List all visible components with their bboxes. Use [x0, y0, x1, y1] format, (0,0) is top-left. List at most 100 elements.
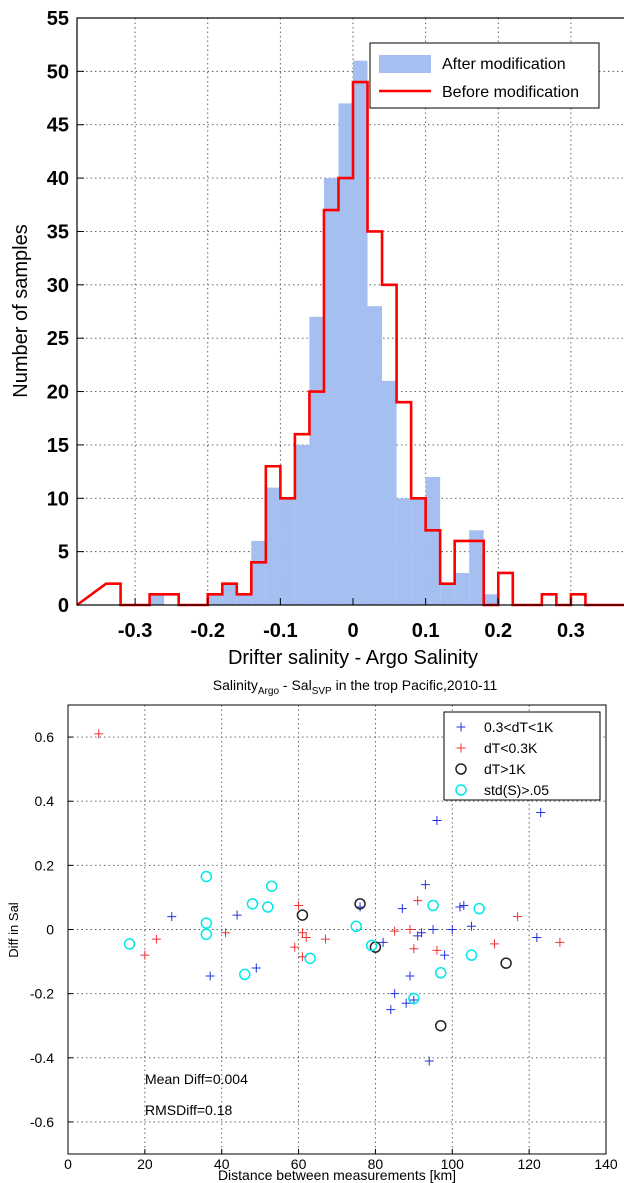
h-x-tick-label: 0.1 — [412, 620, 440, 642]
point-under-0-3k — [490, 939, 500, 949]
histogram-legend-box — [369, 42, 600, 109]
legend-swatch-after — [379, 55, 431, 73]
h-x-tick-label: -0.3 — [118, 620, 152, 642]
h-y-tick-label: 45 — [47, 115, 69, 137]
scatter-x-axis-label: Distance between measurements [km] — [218, 1167, 456, 1183]
point-under-0-3k — [513, 912, 523, 922]
bar-after — [236, 594, 252, 605]
scatter-tick-marks — [67, 736, 607, 1154]
point-over-1k — [435, 1019, 447, 1032]
scatter-y-tick-labels: 0.6 0.4 0.2 0 -0.2 -0.4 -0.6 — [30, 729, 54, 1130]
s-x-tick-label: 20 — [137, 1156, 153, 1172]
h-y-tick-label: 40 — [47, 168, 69, 190]
point-under-0-3k — [151, 934, 161, 944]
point-std-over-0-05 — [473, 902, 485, 915]
bar-after — [207, 594, 223, 605]
scatter-x-tick-labels: 0 20 40 60 80 100 120 140 — [64, 1156, 618, 1172]
s-y-tick-label: 0.4 — [35, 793, 55, 809]
bar-after — [396, 498, 412, 605]
point-under-0-3k — [294, 900, 304, 910]
bar-after — [309, 316, 324, 605]
histogram-after-bars — [149, 60, 499, 605]
point-std-over-0-05 — [365, 939, 378, 952]
legend-std-over-0-05-marker — [455, 784, 467, 796]
point-std-over-0-05 — [427, 899, 439, 912]
legend-over-1k-label: dT>1K — [484, 761, 526, 777]
histogram-chart: 0 5 10 15 20 25 30 35 40 45 50 55 -0.3 -0.2 -0.1 0 0.1 0… — [10, 8, 624, 668]
point-std-over-0-05 — [200, 917, 213, 929]
point-0-3-to-1k — [447, 925, 457, 934]
point-std-over-0-05 — [239, 968, 251, 981]
s-y-tick-label: -0.4 — [30, 1050, 54, 1066]
point-0-3-to-1k — [205, 971, 215, 981]
h-y-tick-label: 5 — [58, 542, 69, 564]
point-under-0-3k — [301, 933, 311, 943]
h-y-tick-label: 30 — [47, 275, 69, 297]
point-under-0-3k — [320, 934, 330, 944]
h-y-tick-label: 10 — [47, 488, 69, 510]
point-std-over-0-05 — [246, 898, 259, 910]
h-y-tick-label: 15 — [47, 435, 69, 457]
scatter-chart: SalinityArgo - SalSVP in the trop Pacifi… — [6, 677, 618, 1183]
s-x-tick-label: 40 — [214, 1156, 230, 1172]
point-0-3-to-1k — [420, 880, 430, 890]
legend-0-3-to-1k-label: 0.3<dT<1K — [484, 719, 554, 735]
h-x-tick-label: 0.2 — [484, 620, 512, 642]
scatter-legend-items: 0.3<dT<1K dT<0.3K dT>1K std(S)>.05 — [455, 719, 554, 798]
h-x-tick-label: -0.2 — [191, 620, 225, 642]
point-under-0-3k — [94, 729, 104, 739]
bar-after — [469, 530, 484, 605]
point-under-0-3k — [297, 928, 307, 938]
bar-after — [251, 540, 266, 605]
h-y-tick-label: 50 — [47, 61, 69, 83]
legend-label-before: Before modification — [442, 84, 579, 101]
point-std-over-0-05 — [435, 967, 447, 979]
h-y-tick-label: 35 — [47, 221, 69, 243]
bar-after — [382, 380, 397, 605]
annotation-mean-diff: Mean Diff=0.004 — [145, 1071, 248, 1087]
legend-under-0-3k-label: dT<0.3K — [484, 740, 538, 756]
bar-after — [222, 583, 237, 605]
point-0-3-to-1k — [401, 998, 411, 1008]
point-0-3-to-1k — [432, 815, 442, 825]
s-x-tick-label: 0 — [64, 1156, 72, 1172]
bar-after — [440, 583, 455, 605]
s-y-tick-label: 0.2 — [35, 857, 55, 873]
legend-std-over-0-05-label: std(S)>.05 — [484, 782, 549, 798]
h-x-tick-label: 0.3 — [557, 620, 585, 642]
histogram-x-tick-labels: -0.3 -0.2 -0.1 0 0.1 0.2 0.3 — [118, 620, 585, 642]
s-x-tick-label: 80 — [368, 1156, 384, 1172]
point-std-over-0-05 — [123, 938, 136, 950]
bar-after — [280, 498, 295, 605]
h-y-tick-label: 55 — [47, 8, 69, 30]
bar-after — [425, 476, 441, 605]
point-0-3-to-1k — [390, 989, 400, 999]
s-x-tick-label: 120 — [517, 1156, 541, 1172]
s-y-tick-label: -0.2 — [30, 986, 54, 1002]
h-x-tick-label: 0 — [347, 620, 358, 642]
point-0-3-to-1k — [417, 928, 427, 938]
histogram-tick-marks — [77, 17, 572, 606]
bar-after — [483, 594, 499, 605]
point-under-0-3k — [221, 928, 231, 938]
point-std-over-0-05 — [200, 928, 213, 941]
bar-after — [353, 60, 368, 605]
point-0-3-to-1k — [386, 1005, 396, 1015]
bar-after — [294, 444, 310, 605]
point-0-3-to-1k — [251, 963, 261, 973]
point-std-over-0-05 — [262, 901, 274, 913]
scatter-gridlines — [68, 705, 606, 1154]
bar-after — [411, 498, 426, 605]
point-0-3-to-1k — [232, 910, 242, 920]
point-0-3-to-1k — [459, 900, 469, 910]
point-0-3-to-1k — [167, 912, 177, 922]
bar-after — [367, 306, 383, 605]
legend-0-3-to-1k-marker — [456, 722, 466, 732]
scatter-legend-box — [443, 711, 601, 801]
point-0-3-to-1k — [428, 925, 438, 934]
point-under-0-3k — [409, 944, 419, 954]
scatter-legend: 0.3<dT<1K dT<0.3K dT>1K std(S)>.05 — [443, 711, 601, 801]
point-0-3-to-1k — [424, 1056, 434, 1066]
s-y-tick-label: 0 — [46, 922, 54, 938]
point-0-3-to-1k — [532, 933, 542, 943]
